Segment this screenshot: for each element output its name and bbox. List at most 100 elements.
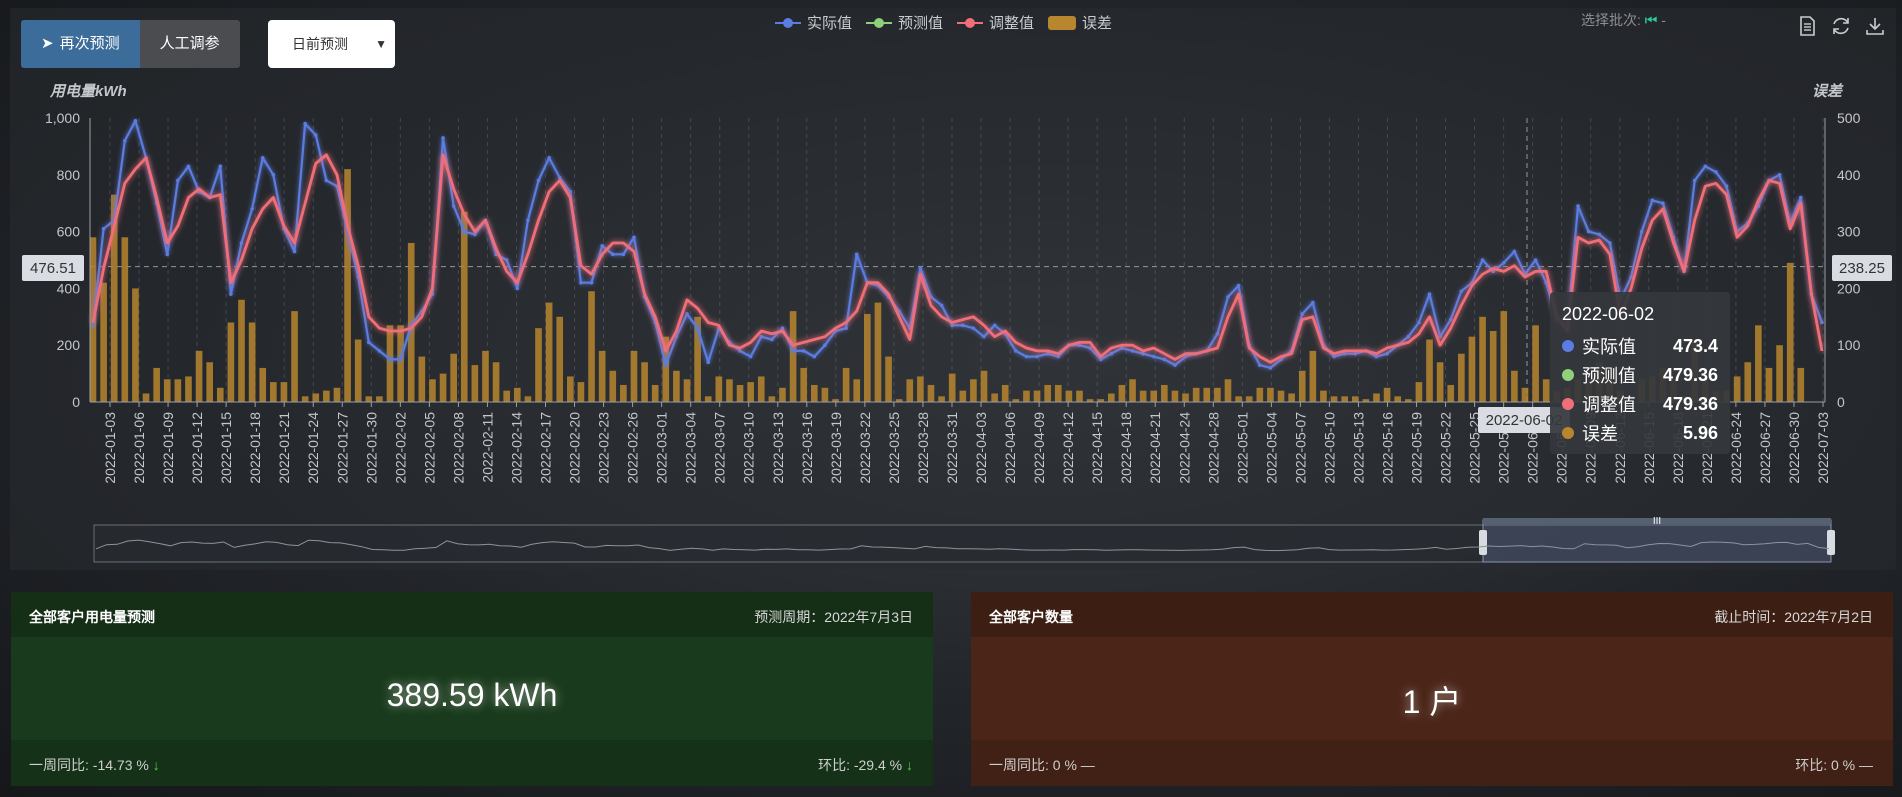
series-point bbox=[557, 175, 562, 180]
error-bar bbox=[662, 336, 670, 402]
error-bar bbox=[110, 194, 118, 402]
legend-item-predict[interactable]: 预测值 bbox=[866, 12, 943, 33]
forecast-type-select[interactable]: 日前预测 ▼ bbox=[268, 20, 395, 68]
manual-tune-button[interactable]: 人工调参 bbox=[139, 20, 240, 68]
legend-item-adjusted[interactable]: 调整值 bbox=[957, 12, 1034, 33]
error-bar bbox=[651, 384, 659, 402]
series-point bbox=[738, 349, 742, 353]
series-point bbox=[1438, 334, 1442, 339]
batch-selector[interactable]: 选择批次: ⏮ - bbox=[1581, 10, 1666, 30]
repredict-button[interactable]: ➤ 再次预测 bbox=[21, 20, 140, 68]
series-point bbox=[1480, 258, 1485, 262]
y-left-tick-label: 200 bbox=[57, 337, 81, 353]
series-point bbox=[186, 164, 191, 169]
error-bar bbox=[386, 325, 394, 402]
error-bar bbox=[1288, 393, 1295, 402]
refresh-icon[interactable] bbox=[1830, 15, 1852, 37]
series-point bbox=[324, 178, 329, 183]
series-point bbox=[1406, 334, 1411, 339]
x-tick-label: 2022-04-09 bbox=[1031, 412, 1047, 484]
series-point bbox=[854, 252, 859, 257]
error-bar bbox=[1500, 311, 1508, 402]
error-bar bbox=[163, 379, 171, 402]
series-point bbox=[663, 363, 668, 367]
error-bar bbox=[1224, 379, 1232, 402]
series-point bbox=[961, 323, 965, 328]
legend-item-actual[interactable]: 实际值 bbox=[775, 12, 852, 33]
error-bar bbox=[938, 396, 945, 402]
series-point bbox=[1332, 354, 1336, 359]
series-point bbox=[1236, 283, 1241, 288]
tooltip-adjusted-dot bbox=[1562, 398, 1574, 410]
error-bar bbox=[1214, 387, 1221, 402]
batch-value: - bbox=[1661, 12, 1666, 28]
zoom-handle-right[interactable] bbox=[1827, 530, 1835, 555]
error-bar bbox=[598, 350, 606, 402]
x-tick-label: 2022-07-03 bbox=[1815, 412, 1831, 484]
error-bar bbox=[588, 291, 595, 402]
series-point bbox=[1035, 354, 1039, 359]
error-bar bbox=[1362, 399, 1370, 402]
error-bar bbox=[980, 370, 988, 402]
x-tick-label: 2022-03-31 bbox=[944, 412, 960, 484]
x-tick-label: 2022-04-18 bbox=[1118, 412, 1134, 484]
error-bar bbox=[270, 382, 277, 402]
x-tick-label: 2022-02-23 bbox=[596, 412, 612, 484]
zoom-handle-left[interactable] bbox=[1479, 530, 1487, 555]
tooltip-row-predict: 预测值 479.36 bbox=[1562, 361, 1718, 389]
error-bar bbox=[1468, 336, 1476, 402]
error-bar bbox=[1765, 367, 1773, 402]
legend-item-error[interactable]: 误差 bbox=[1048, 12, 1112, 33]
x-tick-label: 2022-02-02 bbox=[392, 412, 408, 484]
y-right-tick-label: 200 bbox=[1837, 280, 1861, 296]
data-view-icon[interactable] bbox=[1796, 15, 1818, 37]
error-bar bbox=[333, 387, 341, 402]
series-point bbox=[250, 207, 254, 211]
error-bar bbox=[1298, 370, 1306, 402]
arrow-down-icon: ↓ bbox=[152, 757, 160, 773]
series-point bbox=[982, 334, 986, 339]
error-bar bbox=[1267, 387, 1274, 402]
legend-actual-icon bbox=[775, 17, 801, 28]
error-bar bbox=[1065, 390, 1073, 402]
series-point bbox=[165, 252, 170, 257]
download-icon[interactable] bbox=[1864, 15, 1886, 37]
error-bar bbox=[492, 362, 500, 402]
batch-first-icon[interactable]: ⏮ bbox=[1644, 12, 1658, 28]
error-bar bbox=[1733, 376, 1741, 402]
error-bar bbox=[280, 382, 288, 402]
error-bar bbox=[800, 367, 808, 402]
y-right-tick-label: 0 bbox=[1837, 394, 1845, 410]
series-point bbox=[504, 258, 509, 262]
tooltip-predict-value: 479.36 bbox=[1662, 364, 1718, 385]
prediction-week-compare: 一周同比: -14.73 % ↓ bbox=[29, 755, 160, 775]
error-bar bbox=[683, 379, 691, 402]
error-bar bbox=[1012, 399, 1020, 402]
pointer-right-value: 238.25 bbox=[1839, 260, 1885, 277]
series-point bbox=[1820, 320, 1824, 325]
x-tick-label: 2022-01-27 bbox=[334, 412, 350, 484]
series-point bbox=[1459, 289, 1464, 294]
series-point bbox=[1512, 249, 1517, 254]
datazoom-slider[interactable]: III bbox=[93, 516, 1835, 563]
series-point bbox=[1300, 312, 1305, 316]
tooltip-error-dot bbox=[1562, 427, 1574, 439]
error-bar bbox=[1351, 396, 1359, 402]
error-bar bbox=[1521, 387, 1529, 402]
error-bar bbox=[1394, 396, 1402, 402]
error-bar bbox=[673, 370, 680, 402]
error-bar bbox=[1023, 390, 1030, 402]
x-tick-label: 2022-03-22 bbox=[857, 412, 873, 484]
x-tick-label: 2022-01-21 bbox=[276, 412, 292, 484]
tooltip-actual-name: 实际值 bbox=[1582, 337, 1636, 357]
error-bar bbox=[556, 316, 564, 402]
error-bar bbox=[429, 379, 436, 402]
error-bar bbox=[1341, 396, 1348, 402]
series-point bbox=[695, 326, 700, 330]
main-chart[interactable]: 0 200 400 600 800 1,000 0 100 200 300 400 500 2022-0… bbox=[0, 0, 1902, 570]
legend-predict-icon bbox=[866, 17, 893, 28]
error-bar bbox=[439, 373, 447, 402]
x-tick-label: 2022-04-06 bbox=[1002, 412, 1018, 484]
error-bar bbox=[1001, 384, 1009, 402]
x-tick-label: 2022-02-26 bbox=[625, 412, 641, 484]
